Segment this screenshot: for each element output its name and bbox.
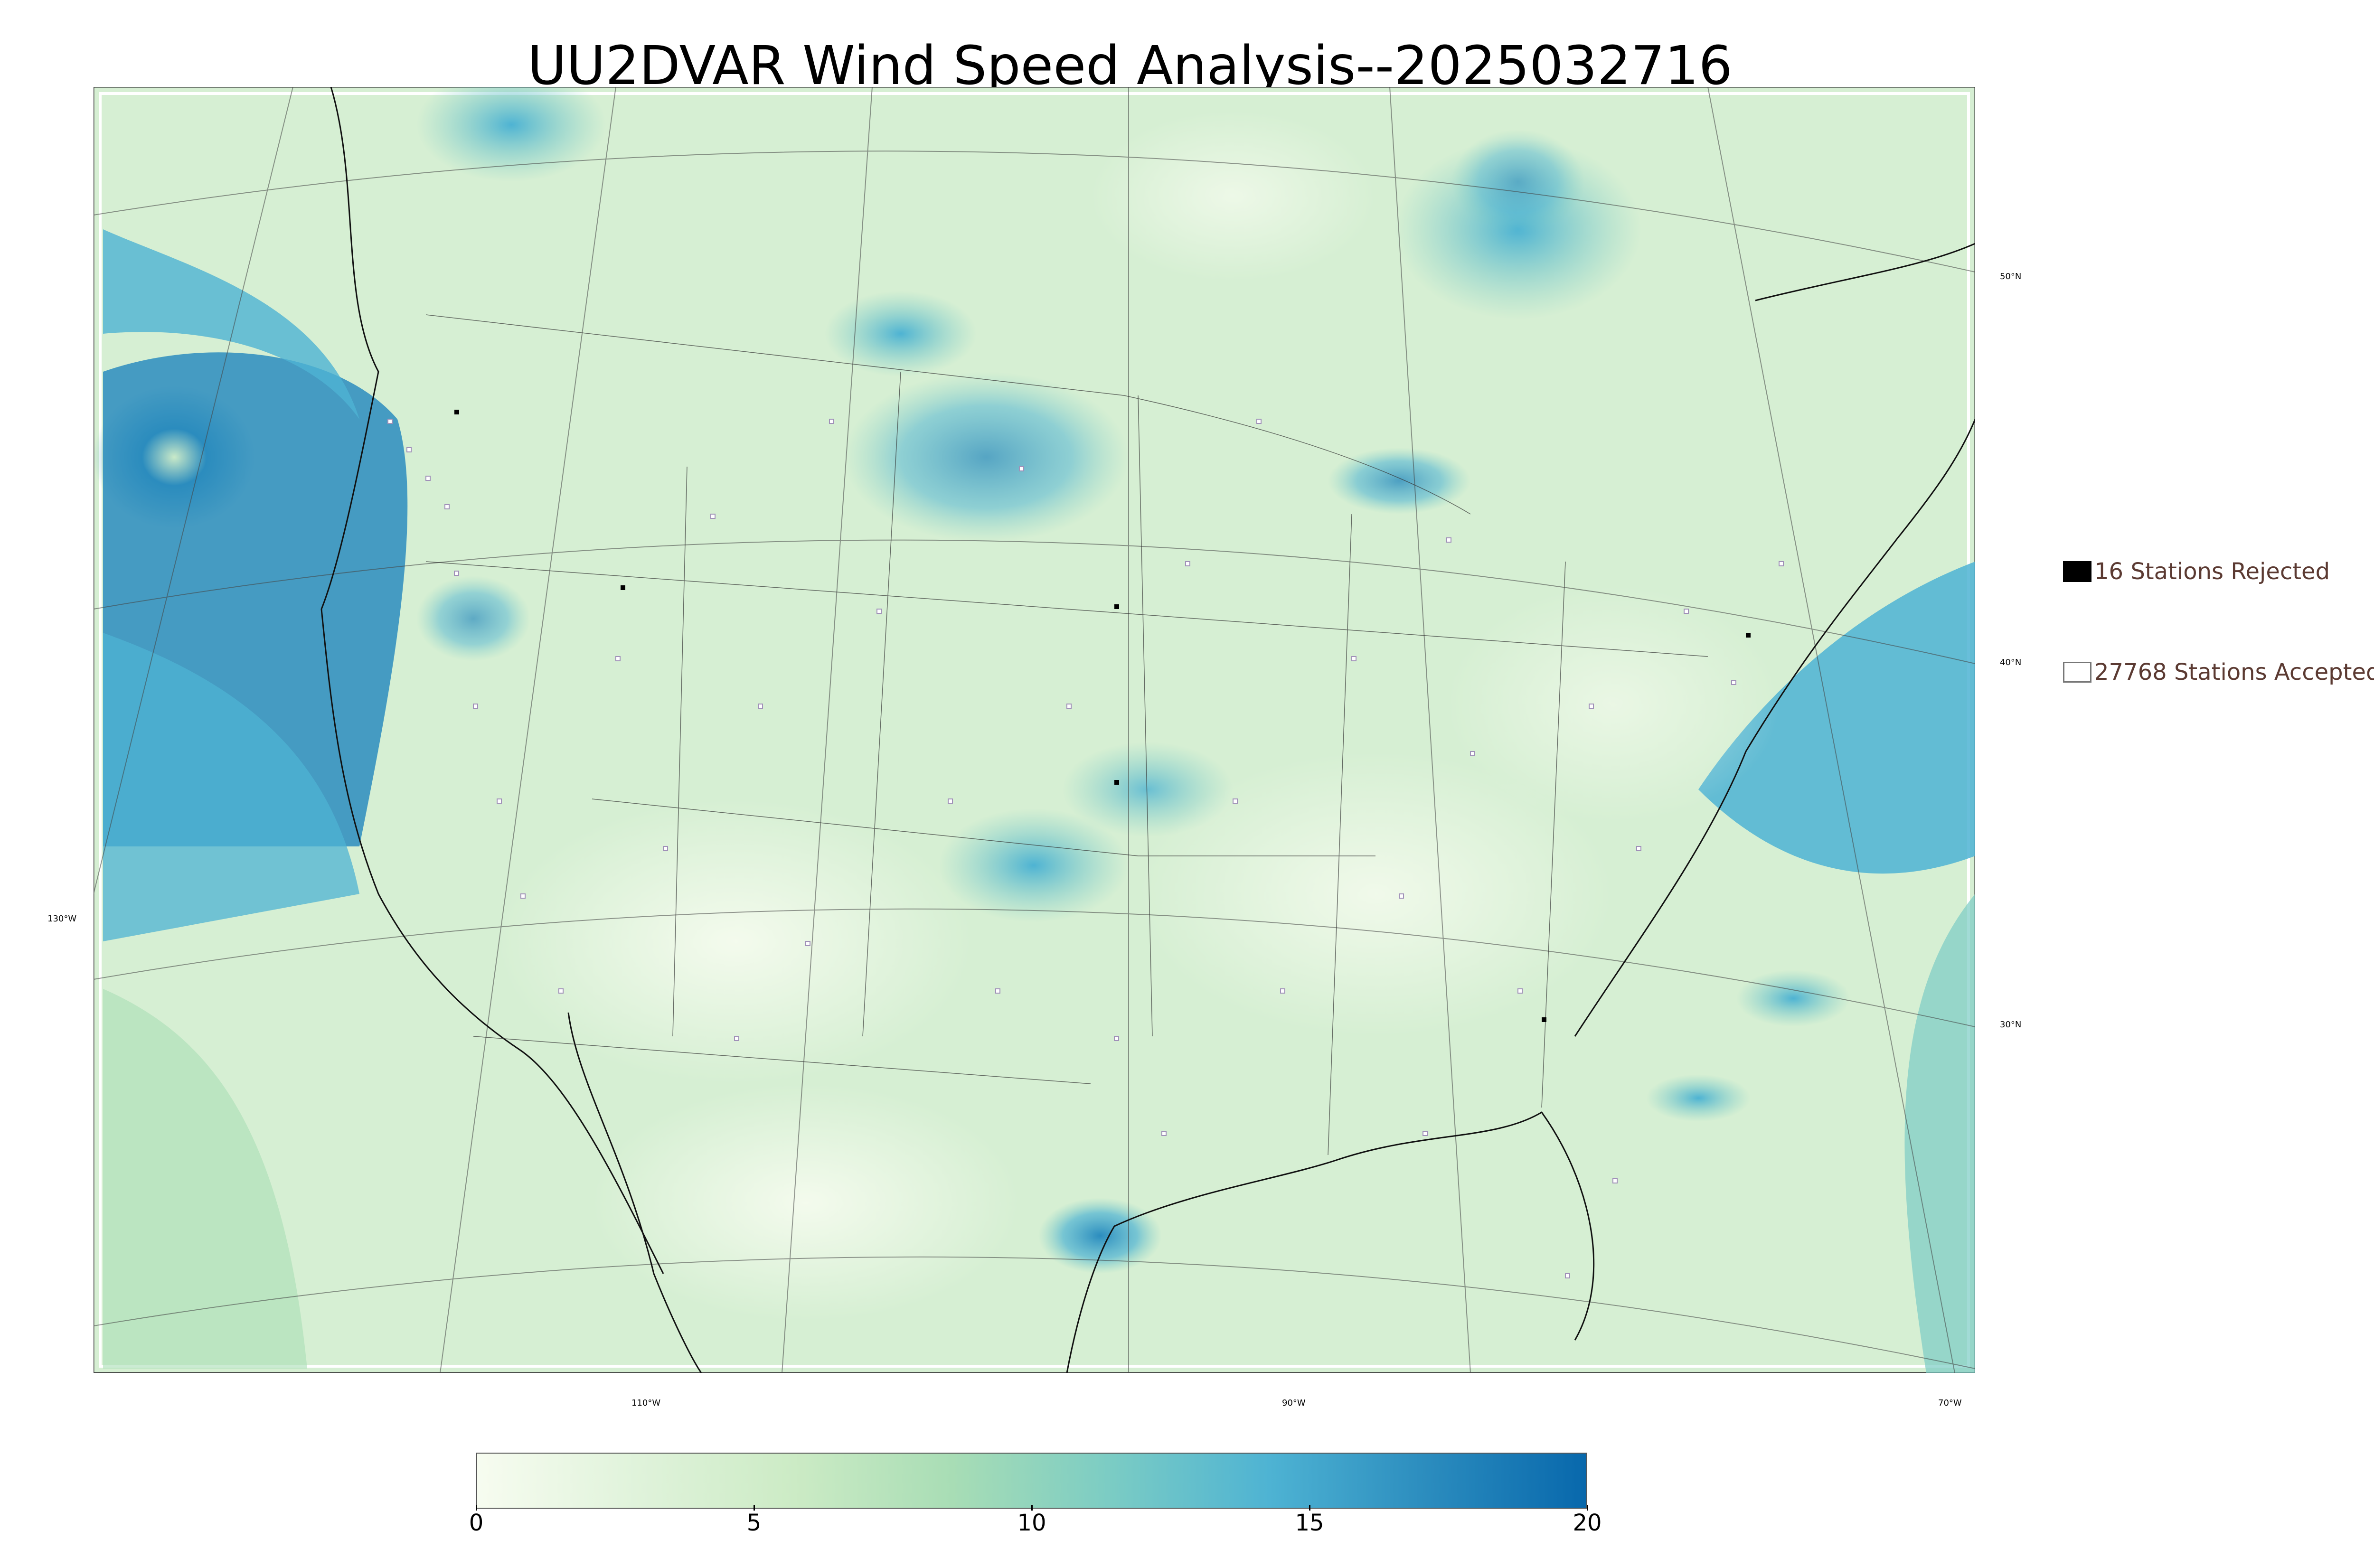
lon-label-70w: 70°W [1938,1398,1962,1408]
northern-plains-winds [844,372,1129,543]
gulf-coast-winds [1038,1198,1162,1274]
colorbar-tick-label: 0 [469,1510,484,1536]
colorbar-tick [1309,1505,1310,1511]
accepted-swatch [2063,662,2091,683]
colorbar-tick [476,1505,477,1511]
state-borders [425,314,1708,1155]
colorbar [476,1453,1587,1509]
wind-speed-map [94,87,1975,1373]
legend-rejected: 16 Stations Rejected [2063,558,2330,585]
pacific-cyclone [94,386,255,528]
lat-label-30n: 30°N [2000,1020,2022,1030]
atlantic-wind-band [1698,562,1975,874]
legend-accepted-label: 27768 Stations Accepted [2094,659,2374,685]
lon-label-110w: 110°W [631,1398,661,1408]
colorbar-tick-label: 15 [1295,1510,1324,1536]
colorbar-tick-label: 5 [746,1510,762,1536]
colorbar-tick [1031,1505,1033,1511]
lat-label-40n: 40°N [2000,657,2022,667]
colorbar-tick [1587,1505,1588,1511]
coastlines [320,87,1975,1373]
graticule [94,87,1975,1373]
colorbar-tick [754,1505,755,1511]
lon-label-130w: 130°W [47,914,77,924]
rejected-station-markers [454,410,1751,1022]
legend-accepted: 27768 Stations Accepted [2063,659,2374,685]
rejected-swatch [2063,561,2091,582]
legend-rejected-label: 16 Stations Rejected [2094,558,2330,585]
colorbar-tick-label: 10 [1017,1510,1046,1536]
lat-label-50n: 50°N [2000,272,2022,282]
lon-label-90w: 90°W [1282,1398,1306,1408]
colorbar-tick-label: 20 [1573,1510,1602,1536]
accepted-station-markers [387,419,1784,1278]
